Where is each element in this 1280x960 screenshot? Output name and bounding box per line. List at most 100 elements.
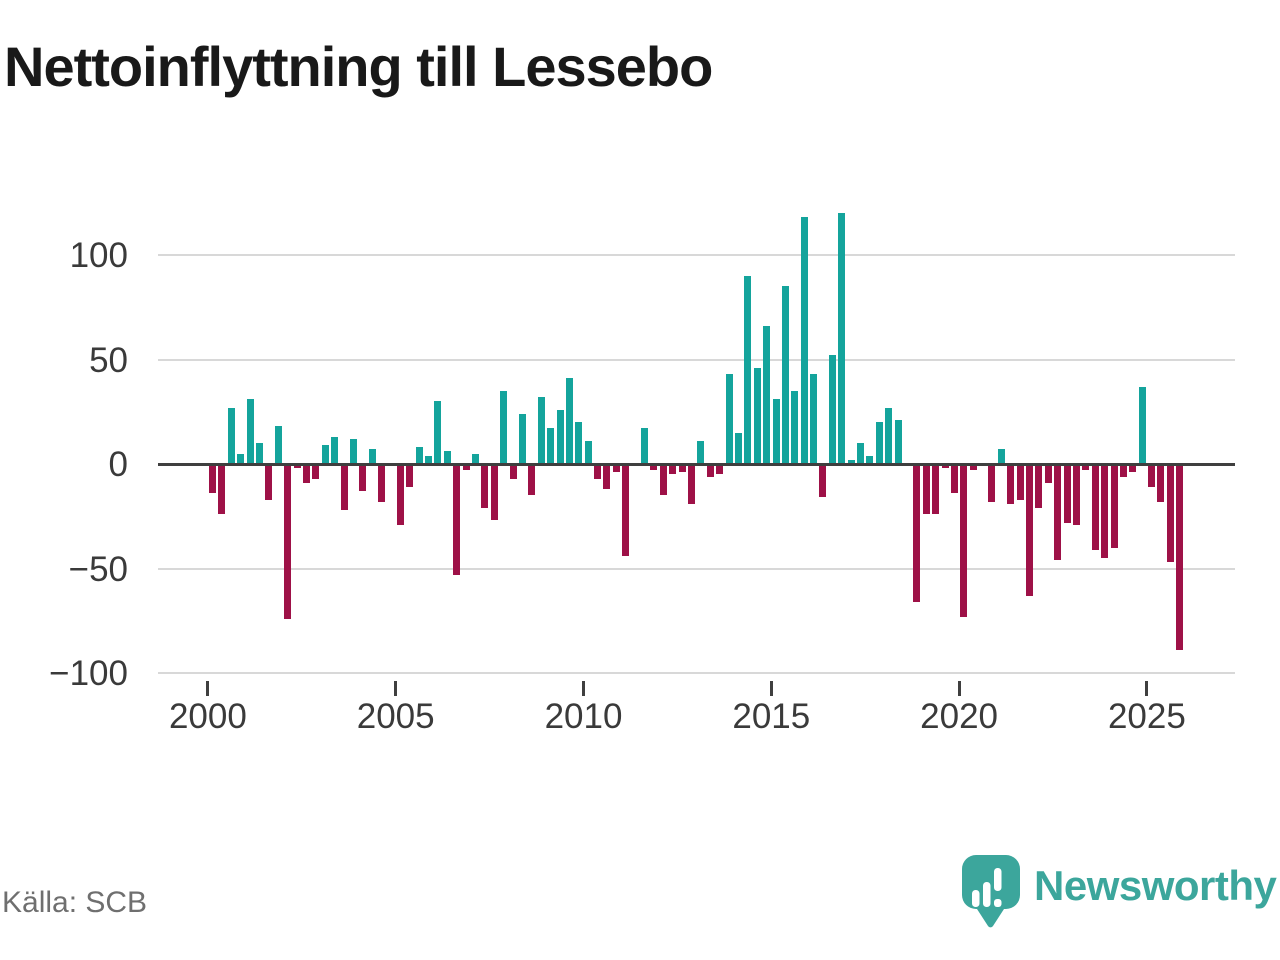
x-axis-tick xyxy=(206,681,210,696)
source-note: Källa: SCB xyxy=(2,886,148,919)
bar xyxy=(256,443,264,464)
bar xyxy=(1119,464,1127,477)
newsworthy-logo-text: Newsworthy xyxy=(1034,862,1277,909)
bar xyxy=(284,464,292,619)
bar xyxy=(518,413,526,464)
bar xyxy=(1063,464,1071,523)
bar xyxy=(781,286,789,464)
bar xyxy=(932,464,940,515)
bar xyxy=(331,436,339,464)
bar xyxy=(960,464,968,617)
bar xyxy=(490,464,498,521)
bar xyxy=(293,464,301,469)
bar xyxy=(246,399,254,464)
bar xyxy=(1110,464,1118,548)
bar xyxy=(819,464,827,498)
x-axis-label: 2000 xyxy=(168,697,247,736)
x-axis-tick xyxy=(769,681,773,696)
bar xyxy=(997,449,1005,464)
bar xyxy=(612,464,620,473)
bar xyxy=(575,422,583,464)
bar xyxy=(641,428,649,464)
bar xyxy=(1082,464,1090,471)
bar xyxy=(857,443,864,464)
bar xyxy=(340,464,348,510)
bar xyxy=(1007,464,1015,504)
bar xyxy=(1072,464,1080,525)
bar xyxy=(547,428,555,464)
x-axis-tick xyxy=(957,681,961,696)
bar xyxy=(847,459,855,464)
bar xyxy=(349,438,357,464)
bar xyxy=(584,441,592,464)
bar xyxy=(669,464,677,475)
bar xyxy=(753,367,761,464)
bar xyxy=(565,378,573,464)
bar xyxy=(537,397,545,464)
logo-exclamation-bar xyxy=(994,868,1002,891)
newsworthy-logo-icon xyxy=(962,855,1020,928)
bar xyxy=(1035,464,1043,508)
gridline-y-50 xyxy=(158,358,1235,361)
bar xyxy=(528,464,536,496)
bar xyxy=(312,464,320,479)
bar xyxy=(1157,464,1165,502)
bar xyxy=(725,374,733,464)
bar xyxy=(209,464,217,494)
bar xyxy=(594,464,602,479)
bar xyxy=(763,326,771,464)
bar xyxy=(265,464,273,500)
x-axis-label: 2025 xyxy=(1107,697,1186,736)
bar xyxy=(1044,464,1052,483)
bar xyxy=(772,399,780,464)
bar xyxy=(1026,464,1034,596)
bar xyxy=(378,464,386,502)
bar xyxy=(950,464,958,494)
bar xyxy=(500,390,508,464)
bar xyxy=(415,447,423,464)
y-axis-label: 100 xyxy=(69,236,128,275)
bar xyxy=(462,464,470,471)
logo-bar-tall xyxy=(983,882,991,907)
x-axis-label: 2010 xyxy=(544,697,623,736)
zero-baseline xyxy=(158,462,1235,466)
bar xyxy=(894,420,902,464)
bar xyxy=(913,464,921,602)
bar xyxy=(603,464,611,490)
bar xyxy=(218,464,226,515)
bar xyxy=(443,451,451,464)
bar xyxy=(227,407,235,464)
bar xyxy=(875,422,883,464)
bar xyxy=(1138,386,1146,464)
y-axis-label: 50 xyxy=(89,340,128,380)
bar xyxy=(425,455,433,464)
x-axis-label: 2005 xyxy=(356,697,435,736)
bar xyxy=(828,355,836,464)
bar xyxy=(1091,464,1099,550)
bar xyxy=(321,445,329,464)
x-axis-tick xyxy=(1145,681,1149,696)
bar xyxy=(885,407,893,464)
bar xyxy=(941,464,949,469)
x-axis-tick xyxy=(394,681,398,696)
bar xyxy=(800,217,808,464)
bar xyxy=(434,401,442,464)
bar xyxy=(988,464,996,502)
bar xyxy=(734,432,742,464)
bar xyxy=(622,464,630,556)
bar xyxy=(1101,464,1109,559)
y-axis-label: −50 xyxy=(68,549,128,589)
bar xyxy=(453,464,461,575)
bar xyxy=(678,464,686,473)
bar xyxy=(556,409,564,464)
y-axis-label: 0 xyxy=(108,445,128,484)
bar xyxy=(274,426,282,464)
bar xyxy=(791,390,799,464)
bar xyxy=(922,464,930,515)
x-axis-label: 2015 xyxy=(732,697,811,736)
y-axis-label: −100 xyxy=(49,654,128,693)
bar xyxy=(810,374,818,464)
bar xyxy=(969,464,977,471)
